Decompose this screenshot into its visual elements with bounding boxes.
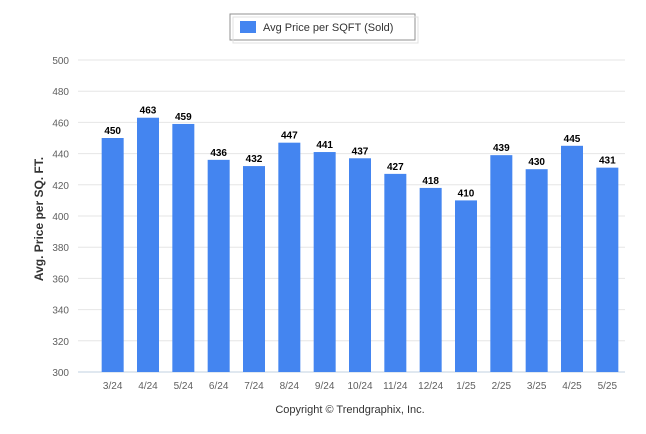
x-tick-label: 4/25 <box>562 381 582 392</box>
x-tick-label: 9/24 <box>315 381 335 392</box>
legend-label: Avg Price per SQFT (Sold) <box>263 22 393 34</box>
bar[interactable] <box>313 152 336 372</box>
y-tick-label: 440 <box>52 150 69 161</box>
bar-value-label: 436 <box>210 148 227 159</box>
bar[interactable] <box>349 158 371 372</box>
y-tick-label: 420 <box>52 181 69 192</box>
bar[interactable] <box>490 155 513 372</box>
y-tick-label: 460 <box>52 118 69 129</box>
y-tick-label: 300 <box>52 368 69 379</box>
y-tick-label: 400 <box>52 212 69 223</box>
x-tick-label: 3/24 <box>103 381 123 392</box>
bar[interactable] <box>243 166 265 372</box>
bar-value-label: 439 <box>493 143 510 154</box>
bar[interactable] <box>207 159 230 372</box>
bar-value-label: 459 <box>175 112 192 123</box>
y-axis-tick-labels: 300 320 340 360 380 400 420 440 460 480 500 <box>52 56 69 379</box>
data-labels: 450 463 459 436 432 447 441 437 427 418 410 439 430 4… <box>104 106 616 200</box>
bar-value-label: 432 <box>246 154 263 165</box>
y-tick-label: 480 <box>52 87 69 98</box>
bar-value-label: 447 <box>281 131 298 142</box>
bar[interactable] <box>419 187 442 372</box>
bar-value-label: 427 <box>387 162 404 173</box>
x-tick-label: 1/25 <box>456 381 476 392</box>
legend[interactable]: Avg Price per SQFT (Sold) <box>229 13 419 44</box>
bar[interactable] <box>596 167 619 372</box>
bar[interactable] <box>561 145 583 372</box>
bar[interactable] <box>384 173 407 372</box>
bar[interactable] <box>101 138 124 372</box>
bar[interactable] <box>278 142 301 372</box>
y-tick-label: 360 <box>52 274 69 285</box>
bar[interactable] <box>172 123 195 373</box>
bar-value-label: 418 <box>422 176 439 187</box>
bar-value-label: 431 <box>599 156 616 167</box>
x-tick-label: 12/24 <box>418 381 443 392</box>
x-tick-label: 7/24 <box>244 381 264 392</box>
bar-value-label: 450 <box>104 126 121 137</box>
x-tick-label: 11/24 <box>383 381 408 392</box>
legend-box <box>229 13 416 41</box>
x-axis-tick-labels: 3/24 4/24 5/24 6/24 7/24 8/24 9/24 10/24 11/24 12… <box>103 381 618 392</box>
bar[interactable] <box>137 117 159 372</box>
x-tick-label: 6/24 <box>209 381 229 392</box>
y-tick-label: 380 <box>52 243 69 254</box>
x-tick-label: 5/24 <box>174 381 194 392</box>
legend-shadow <box>232 16 419 44</box>
x-tick-label: 2/25 <box>492 381 512 392</box>
x-tick-label: 3/25 <box>527 381 547 392</box>
bar-value-label: 441 <box>316 140 333 151</box>
bar-value-label: 430 <box>528 157 545 168</box>
bar-value-label: 410 <box>458 188 475 199</box>
x-tick-label: 5/25 <box>598 381 618 392</box>
legend-swatch <box>240 21 256 33</box>
bars <box>101 117 619 373</box>
bar-value-label: 437 <box>352 146 369 157</box>
bar-value-label: 463 <box>140 106 157 117</box>
x-tick-label: 8/24 <box>280 381 300 392</box>
y-axis-label: Avg. Price per SQ. FT. <box>32 157 46 281</box>
y-tick-label: 500 <box>52 56 69 67</box>
y-tick-label: 340 <box>52 306 69 317</box>
x-tick-label: 4/24 <box>138 381 158 392</box>
copyright-text: Copyright © Trendgraphix, Inc. <box>275 404 424 416</box>
bar[interactable] <box>525 169 548 372</box>
bar[interactable] <box>455 200 477 372</box>
bar-value-label: 445 <box>564 134 581 145</box>
x-tick-label: 10/24 <box>347 381 372 392</box>
y-tick-label: 320 <box>52 337 69 348</box>
